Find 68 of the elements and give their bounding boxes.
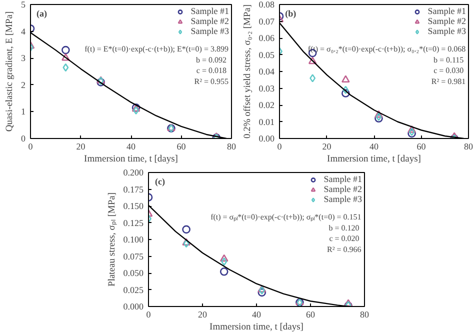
annotation: b = 0.092 xyxy=(196,55,226,64)
y-tick-label: 0.05 xyxy=(258,50,275,60)
annotation: f(t) = E*(t=0)·exp(-c·(t+b)); E*(t=0) = 3.899 xyxy=(84,44,228,54)
x-tick-label: 60 xyxy=(416,142,426,152)
y-axis-title: Plateau stress, σₚₗ [MPa] xyxy=(107,192,118,286)
legend-label: Sample #1 xyxy=(428,6,466,16)
y-tick-label: 0.07 xyxy=(258,16,275,26)
y-tick-label: 5 xyxy=(21,0,26,10)
legend-label: Sample #1 xyxy=(190,6,229,16)
y-tick-label: 0.00 xyxy=(258,134,275,144)
y-tick-label: 0.06 xyxy=(258,33,275,43)
annotation: (a) xyxy=(36,8,48,19)
legend-label: Sample #3 xyxy=(190,26,229,36)
y-tick-label: 0 xyxy=(21,134,26,144)
x-tick-label: 0 xyxy=(146,310,152,320)
x-tick-label: 80 xyxy=(227,142,236,152)
x-tick-label: 40 xyxy=(126,142,136,152)
legend-label: Sample #3 xyxy=(324,194,362,204)
x-tick-label: 60 xyxy=(176,142,186,152)
x-axis-title: Immersion time, t [days] xyxy=(327,154,421,164)
x-tick-label: 80 xyxy=(464,142,474,152)
legend-label: Sample #3 xyxy=(428,26,466,36)
annotation: R² = 0.981 xyxy=(431,76,466,86)
annotation: b = 0.115 xyxy=(433,55,464,64)
x-axis-title: Immersion time, t [days] xyxy=(210,322,304,332)
y-tick-label: 0.04 xyxy=(258,66,275,76)
x-tick-label: 60 xyxy=(306,310,316,320)
y-tick-label: 0.050 xyxy=(123,268,144,278)
y-tick-label: 0.08 xyxy=(258,0,275,10)
y-tick-label: 2 xyxy=(21,80,26,90)
annotation: c = 0.018 xyxy=(196,66,226,76)
x-tick-label: 80 xyxy=(360,310,370,320)
annotation: c = 0.020 xyxy=(329,234,360,244)
x-tick-label: 0 xyxy=(28,142,34,152)
y-tick-label: 0.100 xyxy=(123,234,144,244)
x-tick-label: 40 xyxy=(370,142,379,152)
y-tick-label: 0.075 xyxy=(123,251,144,262)
y-axis-title: Quasi-elastic gradient, E [MPa] xyxy=(5,11,15,132)
y-tick-label: 0.000 xyxy=(123,302,144,312)
x-tick-label: 0 xyxy=(277,142,282,152)
y-tick-label: 0.03 xyxy=(258,83,275,94)
y-tick-label: 0.02 xyxy=(258,100,274,110)
y-tick-label: 0.125 xyxy=(123,218,144,228)
x-axis-title: Immersion time, t [days] xyxy=(84,154,178,164)
y-tick-label: 4 xyxy=(21,26,26,36)
annotation: f(t) = σₚₗ*(t=0)·exp(-c·(t+b)); σₚₗ*(t=0) = 0.151 xyxy=(210,212,362,222)
annotation: R² = 0.966 xyxy=(327,244,362,254)
y-tick-label: 0.200 xyxy=(123,168,144,178)
annotation: b = 0.120 xyxy=(328,223,360,232)
x-tick-label: 20 xyxy=(322,142,332,152)
annotation: c = 0.030 xyxy=(434,66,464,76)
legend-label: Sample #2 xyxy=(190,16,229,26)
y-tick-label: 1 xyxy=(21,106,26,117)
x-tick-label: 20 xyxy=(76,142,86,152)
y-axis-title: 0.2% offset yield stress, σ₀.₂ [MPa] xyxy=(242,4,253,138)
legend-label: Sample #2 xyxy=(324,184,362,194)
x-tick-label: 40 xyxy=(252,310,262,320)
legend-label: Sample #2 xyxy=(428,16,466,26)
y-tick-label: 0.01 xyxy=(258,116,274,127)
y-tick-label: 0.175 xyxy=(123,184,144,194)
annotation: (b) xyxy=(285,8,296,19)
x-tick-label: 20 xyxy=(198,310,208,320)
legend-label: Sample #1 xyxy=(324,174,362,184)
y-tick-label: 0.025 xyxy=(123,284,144,295)
y-tick-label: 0.150 xyxy=(123,201,144,211)
annotation: R² = 0.955 xyxy=(194,76,228,86)
y-tick-label: 3 xyxy=(21,53,26,64)
annotation: (c) xyxy=(154,176,165,187)
